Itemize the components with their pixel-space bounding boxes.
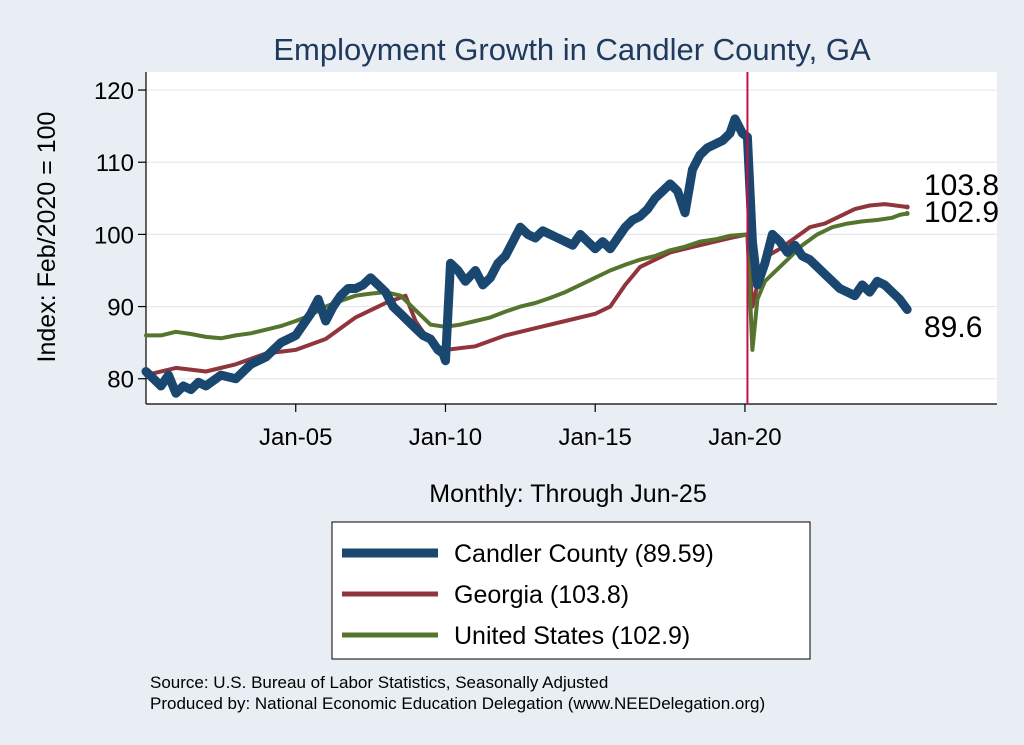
chart-title: Employment Growth in Candler County, GA <box>273 32 871 67</box>
end-label-1: 103.8 <box>924 169 999 202</box>
end-point-1 <box>904 204 910 210</box>
plot-area <box>146 72 997 404</box>
y-tick-label-110: 110 <box>96 150 134 177</box>
series-lines <box>141 114 912 398</box>
gridlines <box>146 89 997 380</box>
x-tick-label-Jan-05: Jan-05 <box>259 424 332 451</box>
end-label-0: 89.6 <box>924 311 982 344</box>
produced-by-note: Produced by: National Economic Education… <box>150 694 765 713</box>
end-point-0 <box>904 306 910 312</box>
end-label-2: 102.9 <box>924 196 999 229</box>
legend-label-1: Georgia (103.8) <box>454 581 629 609</box>
x-tick-label-Jan-10: Jan-10 <box>409 424 482 451</box>
legend-items: Candler County (89.59) Georgia (103.8) Uni… <box>342 540 714 650</box>
x-axis-label: Monthly: Through Jun-25 <box>429 480 706 508</box>
x-tick-label-Jan-20: Jan-20 <box>708 424 781 451</box>
x-ticks: Jan-05 Jan-10 Jan-15 Jan-20 <box>259 404 782 451</box>
y-tick-label-120: 120 <box>94 78 134 105</box>
source-note: Source: U.S. Bureau of Labor Statistics,… <box>150 673 608 692</box>
legend-label-0: Candler County (89.59) <box>454 540 714 568</box>
series-line-0 <box>141 114 912 398</box>
x-tick-label-Jan-15: Jan-15 <box>559 424 632 451</box>
y-tick-label-80: 80 <box>107 367 134 394</box>
legend-label-2: United States (102.9) <box>454 622 690 650</box>
y-ticks: 80 90 100 110 120 <box>94 78 146 394</box>
end-point-2 <box>904 210 910 216</box>
y-axis-label: Index: Feb/2020 = 100 <box>33 112 61 363</box>
legend: Candler County (89.59) Georgia (103.8) Uni… <box>331 521 811 660</box>
y-tick-label-90: 90 <box>107 295 134 322</box>
y-tick-label-100: 100 <box>94 222 134 249</box>
series-line-1 <box>144 202 910 378</box>
series-line-2 <box>144 211 910 352</box>
